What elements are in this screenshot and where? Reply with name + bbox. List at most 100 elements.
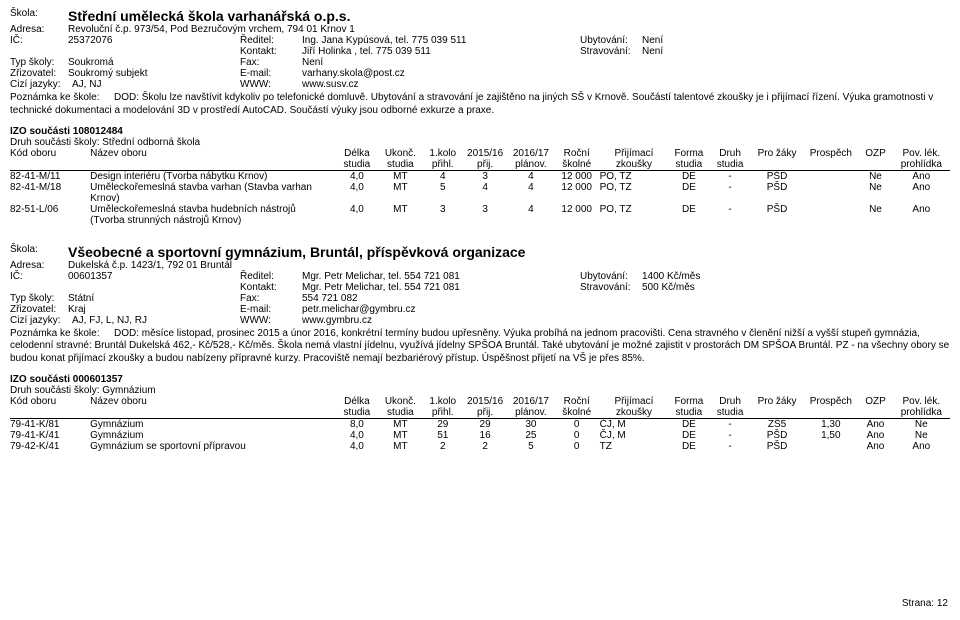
table-row: 82-41-M/18Uměleckořemeslná stavba varhan… (10, 182, 950, 204)
cell: MT (378, 170, 424, 182)
cell: Gymnázium se sportovní přípravou (90, 441, 336, 452)
col-header: Forma (668, 148, 709, 159)
cell: 29 (462, 418, 508, 430)
cell: Design interiéru (Tvorba nábytku Krnov) (90, 170, 336, 182)
label-ic: IČ: (10, 271, 68, 282)
cell: PŠD (751, 204, 804, 226)
cell: Ano (893, 204, 950, 226)
cell: 2 (423, 441, 462, 452)
col-subheader: přij. (462, 407, 508, 419)
label-www: WWW: (240, 79, 302, 90)
cell: 4 (508, 204, 554, 226)
col-header: Roční (554, 148, 600, 159)
col-subheader: studia (668, 407, 709, 419)
label-strav: Stravování: (580, 282, 642, 293)
note-label: Poznámka ke škole: (10, 328, 114, 341)
cell: 82-41-M/18 (10, 182, 90, 204)
col-subheader: školné (554, 407, 600, 419)
col-subheader: zkoušky (600, 407, 669, 419)
col-subheader (803, 407, 858, 419)
cell (803, 170, 858, 182)
col-header: 2015/16 (462, 396, 508, 407)
col-header: 1.kolo (423, 396, 462, 407)
cell (803, 441, 858, 452)
note: Poznámka ke škole:DOD: Školu lze navštív… (10, 92, 950, 118)
cell: 25 (508, 430, 554, 441)
cell: 3 (462, 170, 508, 182)
cell (803, 204, 858, 226)
label-ubyt: Ubytování: (580, 35, 642, 46)
school-block-1: Škola: Střední umělecká škola varhanářsk… (10, 8, 950, 226)
cell: 5 (508, 441, 554, 452)
table-row: 79-42-K/41Gymnázium se sportovní příprav… (10, 441, 950, 452)
cell: 0 (554, 441, 600, 452)
cell: MT (378, 430, 424, 441)
label-ubyt: Ubytování: (580, 271, 642, 282)
cell: DE (668, 418, 709, 430)
typ: Státní (68, 293, 94, 304)
label-fax: Fax: (240, 293, 302, 304)
label-reditel: Ředitel: (240, 271, 302, 282)
strav: Není (642, 46, 663, 57)
col-subheader: studia (710, 407, 751, 419)
cell: 51 (423, 430, 462, 441)
col-header: Pro žáky (751, 396, 804, 407)
col-header: Délka (336, 148, 377, 159)
adresa: Revoluční č.p. 973/54, Pod Bezručovým vr… (68, 24, 355, 35)
jazyky: AJ, FJ, L, NJ, RJ (72, 315, 147, 326)
col-subheader: přij. (462, 159, 508, 171)
cell: Ano (893, 170, 950, 182)
page: Škola: Střední umělecká škola varhanářsk… (0, 0, 960, 452)
cell: 79-41-K/41 (10, 430, 90, 441)
cell: 30 (508, 418, 554, 430)
cell: ZŠ5 (751, 418, 804, 430)
col-subheader (751, 407, 804, 419)
cell: DE (668, 170, 709, 182)
cell: Uměleckořemeslná stavba hudebních nástro… (90, 204, 336, 226)
label-zriz: Zřizovatel: (10, 68, 68, 79)
adresa: Dukelská č.p. 1423/1, 792 01 Bruntál (68, 260, 232, 271)
druh: Střední odborná škola (102, 137, 200, 148)
col-header: 2016/17 (508, 396, 554, 407)
col-header: Kód oboru (10, 148, 90, 159)
ic: 25372076 (68, 35, 113, 46)
cell: 29 (423, 418, 462, 430)
ic: 00601357 (68, 271, 113, 282)
label-ic: IČ: (10, 35, 68, 46)
cell: 12 000 (554, 204, 600, 226)
cell: 4 (462, 182, 508, 204)
cell: 3 (423, 204, 462, 226)
cell: Gymnázium (90, 418, 336, 430)
cell: MT (378, 204, 424, 226)
col-header: 2015/16 (462, 148, 508, 159)
cell: 82-41-M/11 (10, 170, 90, 182)
col-header: 1.kolo (423, 148, 462, 159)
druh: Gymnázium (102, 385, 155, 396)
cell: Ano (893, 441, 950, 452)
cell: DE (668, 430, 709, 441)
col-subheader: plánov. (508, 407, 554, 419)
cell: 1,50 (803, 430, 858, 441)
cell: 4,0 (336, 430, 377, 441)
label-www: WWW: (240, 315, 302, 326)
col-header: OZP (858, 148, 892, 159)
data-table-2: Kód oboruNázev oboruDélkaUkonč.1.kolo201… (10, 396, 950, 452)
cell: Ne (858, 204, 892, 226)
col-header: Druh (710, 148, 751, 159)
label-kontakt: Kontakt: (240, 282, 302, 293)
reditel: Ing. Jana Kypúsová, tel. 775 039 511 (302, 35, 466, 46)
label-reditel: Ředitel: (240, 35, 302, 46)
cell: Ne (858, 182, 892, 204)
zriz: Soukromý subjekt (68, 68, 147, 79)
cell: - (710, 430, 751, 441)
table-row: 79-41-K/41Gymnázium4,0MT5116250ČJ, MDE-P… (10, 430, 950, 441)
col-header: Pov. lék. (893, 396, 950, 407)
table-row: 82-41-M/11Design interiéru (Tvorba nábyt… (10, 170, 950, 182)
cell: 2 (462, 441, 508, 452)
izo: IZO součásti 000601357 (10, 374, 950, 385)
col-header: Pov. lék. (893, 148, 950, 159)
cell: MT (378, 441, 424, 452)
strav: 500 Kč/měs (642, 282, 695, 293)
cell: Ano (858, 430, 892, 441)
col-header: Název oboru (90, 396, 336, 407)
